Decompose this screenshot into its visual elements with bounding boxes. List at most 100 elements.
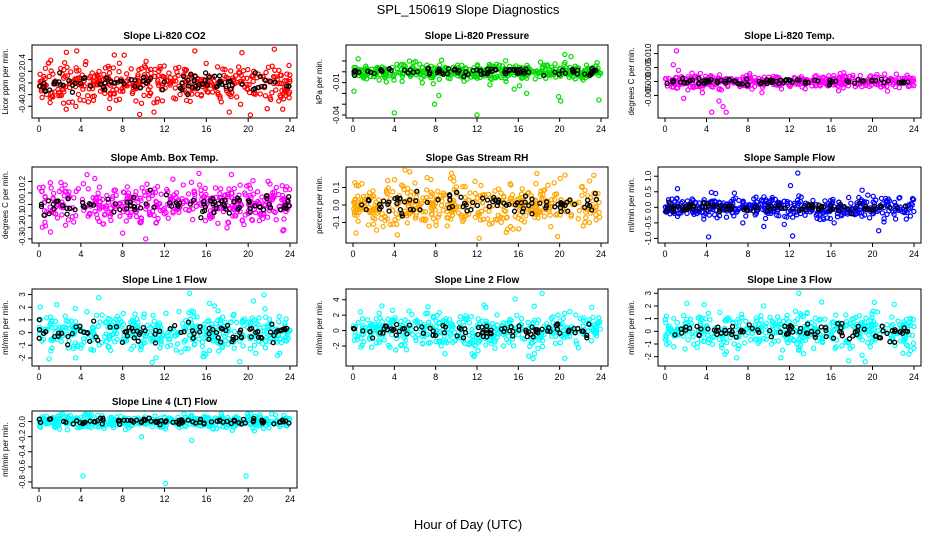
- overlay-point: [216, 73, 223, 79]
- overlay-point: [885, 78, 892, 84]
- data-point: [747, 337, 754, 343]
- data-point: [277, 80, 283, 86]
- data-point: [893, 71, 900, 77]
- overlay-point: [41, 80, 47, 87]
- overlay-point: [479, 195, 486, 201]
- data-point: [781, 318, 787, 325]
- outlier-point: [795, 170, 801, 176]
- overlay-point: [252, 203, 258, 209]
- y-tick-label: 0: [644, 329, 653, 334]
- y-tick-label: 4: [332, 297, 341, 302]
- outlier-point: [716, 98, 722, 104]
- data-point: [472, 178, 478, 185]
- data-point: [224, 225, 230, 231]
- data-point: [467, 190, 473, 196]
- overlay-point: [371, 70, 377, 77]
- data-point: [205, 89, 211, 95]
- data-point: [878, 84, 884, 90]
- data-point: [498, 74, 505, 81]
- data-point: [128, 346, 134, 352]
- overlay-point: [66, 78, 72, 84]
- overlay-point: [201, 198, 207, 205]
- overlay-point: [151, 204, 157, 210]
- data-point: [226, 186, 232, 192]
- x-tick-label: 20: [555, 372, 565, 382]
- y-tick-label: -2: [644, 353, 653, 361]
- overlay-point: [112, 79, 118, 86]
- x-tick-label: 24: [285, 372, 295, 382]
- overlay-point: [216, 200, 222, 207]
- x-tick-label: 16: [201, 494, 211, 504]
- overlay-point: [407, 197, 413, 203]
- x-tick-label: 8: [120, 372, 125, 382]
- overlay-point: [59, 202, 66, 209]
- outlier-point: [819, 299, 825, 305]
- overlay-point: [223, 206, 229, 212]
- overlay-point: [126, 324, 132, 331]
- data-point: [94, 82, 101, 88]
- y-axis-label: Licor ppm per min.: [1, 48, 10, 114]
- data-point: [430, 215, 437, 222]
- data-point: [910, 340, 917, 346]
- data-point: [130, 88, 136, 95]
- data-point: [157, 207, 164, 214]
- data-point: [549, 64, 555, 71]
- y-axis-label: ml/min per min.: [1, 422, 10, 477]
- outlier-point: [681, 95, 687, 102]
- outlier-point: [705, 234, 712, 240]
- data-point: [99, 196, 106, 203]
- data-point: [287, 78, 293, 85]
- overlay-point: [46, 210, 52, 217]
- data-point: [152, 73, 158, 80]
- overlay-point: [498, 326, 505, 332]
- y-tick-label: -2: [18, 354, 27, 362]
- data-point: [112, 187, 119, 193]
- data-point: [84, 309, 90, 315]
- overlay-point: [569, 66, 576, 73]
- outlier-point: [674, 185, 681, 192]
- data-point: [247, 112, 254, 118]
- data-point: [404, 220, 410, 226]
- x-tick-label: 12: [784, 372, 794, 382]
- x-tick-label: 16: [513, 372, 523, 382]
- outlier-point: [859, 187, 865, 193]
- outlier-point: [591, 172, 597, 178]
- data-point: [81, 78, 87, 84]
- data-point: [382, 72, 389, 78]
- data-point: [890, 79, 896, 86]
- data-point: [262, 314, 269, 320]
- outlier-point: [84, 171, 90, 178]
- data-point: [552, 61, 558, 67]
- y-tick-label: 0.1: [332, 181, 341, 193]
- data-point: [251, 342, 258, 348]
- data-point: [84, 92, 91, 99]
- data-point: [707, 317, 713, 323]
- data-point: [143, 58, 149, 65]
- outlier-point: [554, 233, 561, 240]
- overlay-point: [185, 83, 192, 89]
- overlay-point: [507, 328, 513, 334]
- data-point: [817, 83, 823, 89]
- data-point: [155, 77, 161, 84]
- data-point: [100, 221, 106, 227]
- data-point: [276, 191, 282, 198]
- data-point: [369, 344, 375, 350]
- data-point: [263, 69, 269, 76]
- outlier-point: [142, 236, 149, 242]
- overlay-point: [219, 81, 225, 87]
- data-point: [279, 87, 285, 94]
- data-point: [120, 88, 126, 95]
- data-point: [811, 345, 817, 351]
- data-point: [710, 84, 716, 90]
- data-point: [426, 223, 432, 229]
- overlay-point: [515, 70, 521, 76]
- data-point: [380, 223, 386, 230]
- data-point: [822, 316, 828, 322]
- outlier-point: [789, 233, 796, 239]
- data-point: [843, 312, 849, 318]
- outlier-point: [685, 87, 691, 93]
- data-point: [409, 311, 415, 318]
- outlier-point: [379, 303, 385, 309]
- outlier-point: [523, 90, 530, 97]
- data-point: [276, 98, 282, 104]
